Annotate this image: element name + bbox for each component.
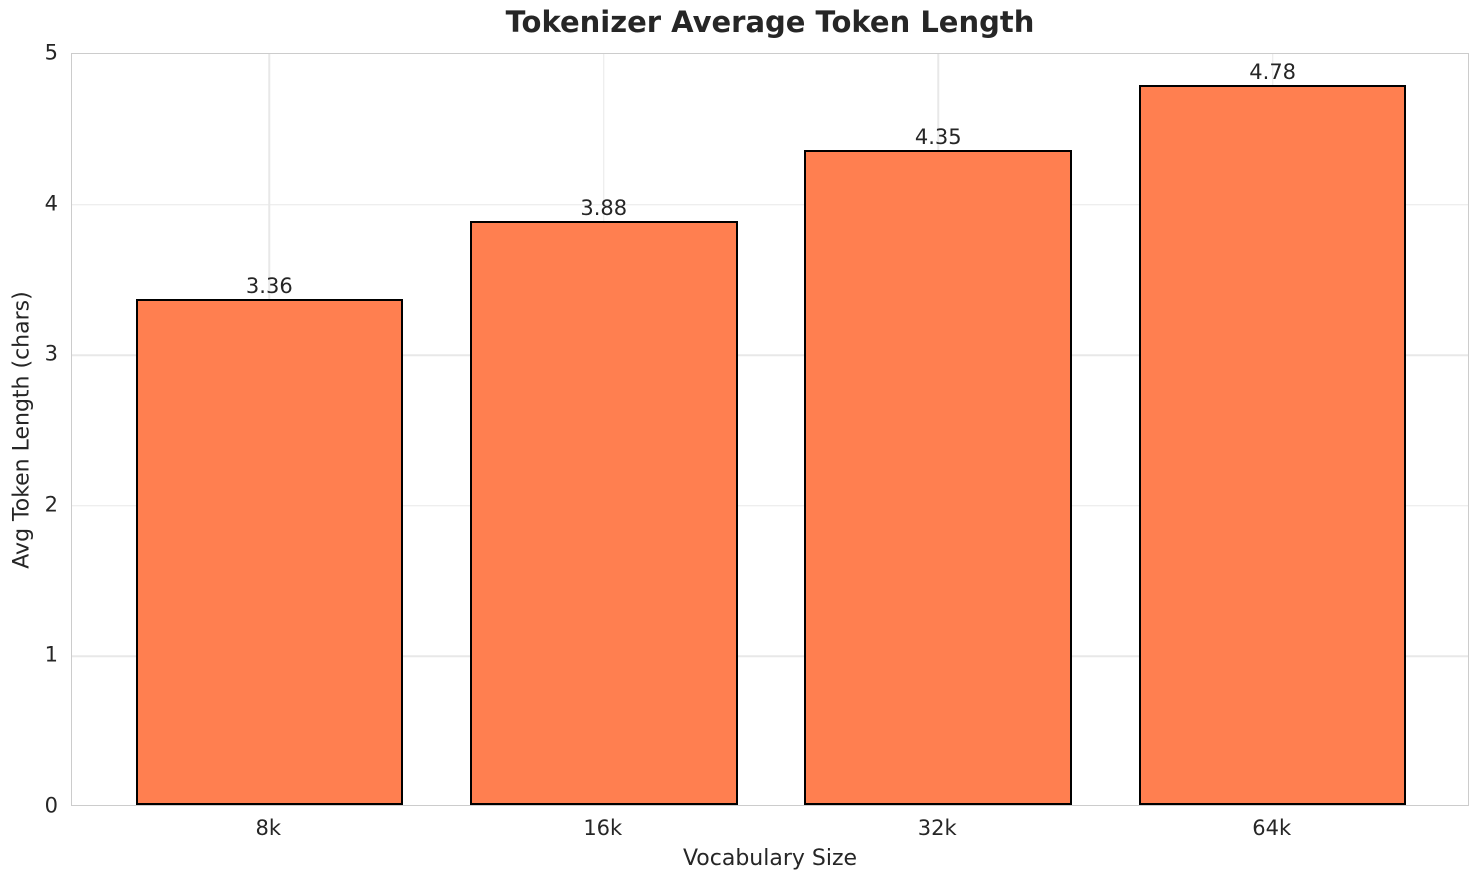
gridline-horizontal (72, 203, 1468, 206)
plot-area: 3.36 3.88 4.35 4.78 (71, 53, 1469, 806)
bar (135, 298, 404, 805)
y-tick-label: 0 (44, 793, 58, 818)
y-tick-label: 2 (44, 492, 58, 517)
bar-value-label: 3.88 (580, 195, 628, 220)
y-tick-label: 4 (44, 191, 58, 216)
gridline-horizontal (72, 354, 1468, 356)
y-tick-label: 1 (44, 642, 58, 667)
gridline-horizontal (72, 505, 1468, 507)
x-tick-label: 8k (255, 816, 282, 840)
bar (1138, 85, 1407, 805)
bar-value-label: 3.36 (245, 273, 293, 298)
bar (469, 220, 738, 805)
bar-value-label: 4.35 (914, 124, 962, 149)
x-tick-label: 64k (1252, 816, 1292, 840)
bar-value-label: 4.78 (1249, 60, 1297, 85)
y-axis-label: Avg Token Length (chars) (9, 291, 35, 569)
bar (804, 149, 1072, 805)
x-tick-label: 16k (583, 816, 623, 840)
x-axis-label: Vocabulary Size (682, 846, 858, 871)
x-tick-label: 32k (917, 816, 957, 840)
y-tick-label: 3 (44, 341, 58, 366)
y-tick-label: 5 (44, 40, 58, 65)
chart-title: Tokenizer Average Token Length (505, 5, 1035, 39)
gridline-horizontal (72, 655, 1468, 658)
